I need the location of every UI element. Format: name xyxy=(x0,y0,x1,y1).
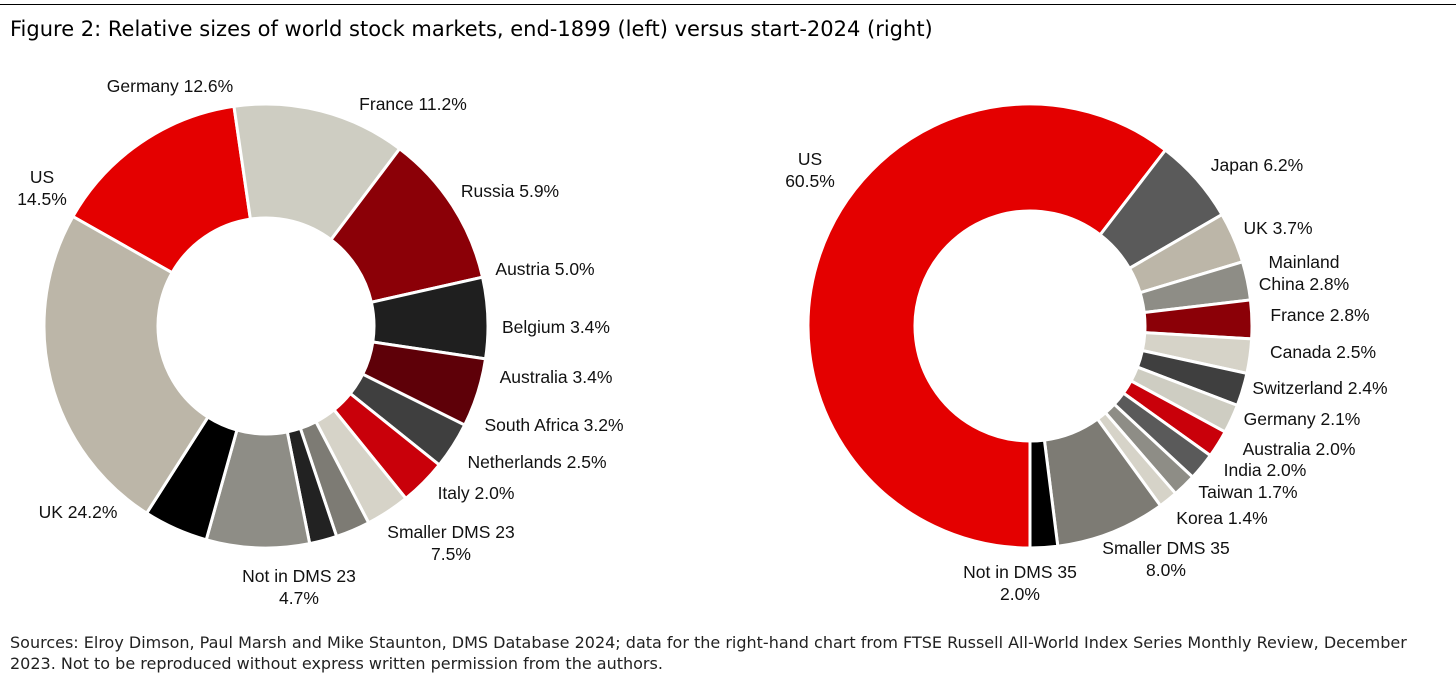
right-label-japan: Japan 6.2% xyxy=(1211,155,1303,175)
right-label-smaller-dms-35-line-1: Smaller DMS 35 xyxy=(1102,538,1229,558)
right-label-taiwan: Taiwan 1.7% xyxy=(1198,482,1297,502)
right-label-switzerland: Switzerland 2.4% xyxy=(1252,378,1387,398)
left-donut-chart: US 14.5% Germany 12.6% France 11.2% Russia 5… xyxy=(17,76,623,608)
left-label-not-in-dms-23-line-2: 4.7% xyxy=(279,588,319,608)
right-slice-not-in-dms-35 xyxy=(1028,438,1060,550)
left-label-belgium-line-1: Belgium 3.4% xyxy=(502,317,610,337)
right-label-france-line-1: France 2.8% xyxy=(1270,305,1369,325)
left-label-uk-line-1: UK 24.2% xyxy=(39,502,118,522)
left-label-uk: UK 24.2% xyxy=(39,502,118,522)
right-label-switzerland-line-1: Switzerland 2.4% xyxy=(1252,378,1387,398)
left-label-us: US 14.5% xyxy=(17,167,67,209)
right-label-mainland-china-line-2: China 2.8% xyxy=(1259,274,1349,294)
left-label-smaller-dms-23-line-2: 7.5% xyxy=(431,544,471,564)
right-label-smaller-dms-35: Smaller DMS 35 8.0% xyxy=(1102,538,1229,580)
left-label-russia: Russia 5.9% xyxy=(461,181,559,201)
left-label-not-in-dms-23: Not in DMS 23 4.7% xyxy=(242,566,356,608)
left-label-italy-line-1: Italy 2.0% xyxy=(438,483,515,503)
left-label-us-line-1: US xyxy=(30,167,54,187)
right-label-france: France 2.8% xyxy=(1270,305,1369,325)
left-label-netherlands-line-1: Netherlands 2.5% xyxy=(467,452,606,472)
left-label-smaller-dms-23: Smaller DMS 23 7.5% xyxy=(387,522,514,564)
top-rule xyxy=(0,4,1456,5)
right-label-us-line-2: 60.5% xyxy=(785,171,835,191)
right-label-australia: Australia 2.0% xyxy=(1243,439,1356,459)
source-note: Sources: Elroy Dimson, Paul Marsh and Mi… xyxy=(10,633,1407,673)
right-label-uk: UK 3.7% xyxy=(1243,218,1312,238)
right-label-not-in-dms-35-line-2: 2.0% xyxy=(1000,584,1040,604)
left-label-france-line-1: France 11.2% xyxy=(359,94,467,114)
figure-title: Figure 2: Relative sizes of world stock … xyxy=(10,17,933,41)
left-label-south-africa-line-1: South Africa 3.2% xyxy=(484,415,623,435)
left-label-germany: Germany 12.6% xyxy=(107,76,233,96)
left-label-austria: Austria 5.0% xyxy=(495,259,594,279)
left-slice-germany xyxy=(232,102,402,242)
right-label-korea: Korea 1.4% xyxy=(1176,508,1267,528)
left-label-russia-line-1: Russia 5.9% xyxy=(461,181,559,201)
right-label-mainland-china: Mainland China 2.8% xyxy=(1259,252,1349,294)
right-label-australia-line-1: Australia 2.0% xyxy=(1243,439,1356,459)
right-slice-us xyxy=(806,102,1168,550)
right-label-us-line-1: US xyxy=(798,149,822,169)
left-label-us-line-2: 14.5% xyxy=(17,189,67,209)
right-label-us: US 60.5% xyxy=(785,149,835,191)
right-label-not-in-dms-35: Not in DMS 35 2.0% xyxy=(963,562,1077,604)
left-label-belgium: Belgium 3.4% xyxy=(502,317,610,337)
left-label-australia: Australia 3.4% xyxy=(500,367,613,387)
right-label-korea-line-1: Korea 1.4% xyxy=(1176,508,1267,528)
left-slice-uk xyxy=(42,214,211,516)
left-label-france: France 11.2% xyxy=(359,94,467,114)
right-label-germany: Germany 2.1% xyxy=(1244,409,1361,429)
left-slice-us xyxy=(70,104,253,275)
right-label-canada: Canada 2.5% xyxy=(1270,342,1376,362)
right-label-japan-line-1: Japan 6.2% xyxy=(1211,155,1303,175)
right-donut-chart: US 60.5% Japan 6.2% UK 3.7% Mainland China 2.… xyxy=(785,102,1388,604)
right-label-india: India 2.0% xyxy=(1224,460,1307,480)
left-label-germany-line-1: Germany 12.6% xyxy=(107,76,233,96)
right-label-not-in-dms-35-line-1: Not in DMS 35 xyxy=(963,562,1077,582)
left-label-netherlands: Netherlands 2.5% xyxy=(467,452,606,472)
left-label-smaller-dms-23-line-1: Smaller DMS 23 xyxy=(387,522,514,542)
left-label-australia-line-1: Australia 3.4% xyxy=(500,367,613,387)
right-label-mainland-china-line-1: Mainland xyxy=(1268,252,1339,272)
left-label-italy: Italy 2.0% xyxy=(438,483,515,503)
right-label-smaller-dms-35-line-2: 8.0% xyxy=(1146,560,1186,580)
left-label-south-africa: South Africa 3.2% xyxy=(484,415,623,435)
right-label-india-line-1: India 2.0% xyxy=(1224,460,1307,480)
right-label-germany-line-1: Germany 2.1% xyxy=(1244,409,1361,429)
right-label-canada-line-1: Canada 2.5% xyxy=(1270,342,1376,362)
left-label-austria-line-1: Austria 5.0% xyxy=(495,259,594,279)
left-label-not-in-dms-23-line-1: Not in DMS 23 xyxy=(242,566,356,586)
right-label-uk-line-1: UK 3.7% xyxy=(1243,218,1312,238)
right-label-taiwan-line-1: Taiwan 1.7% xyxy=(1198,482,1297,502)
